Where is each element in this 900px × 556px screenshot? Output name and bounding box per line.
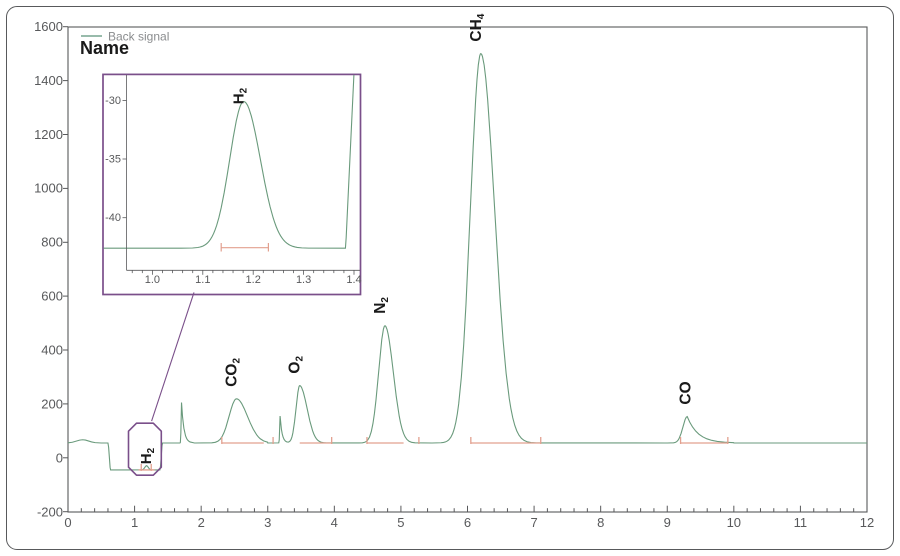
svg-text:-35: -35 [105,154,121,166]
svg-text:12: 12 [860,515,874,530]
svg-text:7: 7 [530,515,537,530]
svg-text:0: 0 [56,451,63,466]
svg-text:5: 5 [397,515,404,530]
svg-text:1400: 1400 [34,73,63,88]
svg-text:H2: H2 [138,447,157,464]
svg-text:0: 0 [64,515,71,530]
svg-text:1.1: 1.1 [195,274,210,286]
svg-text:-40: -40 [105,212,121,224]
svg-text:400: 400 [41,343,63,358]
svg-text:1.4: 1.4 [346,274,361,286]
svg-text:200: 200 [41,397,63,412]
svg-text:800: 800 [41,235,63,250]
svg-text:-200: -200 [37,505,63,520]
svg-text:4: 4 [331,515,338,530]
svg-text:1: 1 [131,515,138,530]
svg-text:10: 10 [727,515,741,530]
svg-text:O2: O2 [287,356,306,374]
svg-text:6: 6 [464,515,471,530]
svg-text:CO2: CO2 [224,358,243,387]
svg-text:-30: -30 [105,95,121,107]
svg-text:CO: CO [678,381,695,404]
svg-text:1.0: 1.0 [145,274,160,286]
svg-text:8: 8 [597,515,604,530]
svg-text:1600: 1600 [34,19,63,34]
svg-text:9: 9 [664,515,671,530]
svg-text:600: 600 [41,289,63,304]
svg-text:N2: N2 [372,297,391,314]
svg-text:1.3: 1.3 [296,274,311,286]
svg-text:2: 2 [198,515,205,530]
svg-text:1000: 1000 [34,181,63,196]
svg-text:1.2: 1.2 [246,274,261,286]
svg-text:11: 11 [794,515,808,530]
svg-text:3: 3 [264,515,271,530]
svg-text:1200: 1200 [34,127,63,142]
